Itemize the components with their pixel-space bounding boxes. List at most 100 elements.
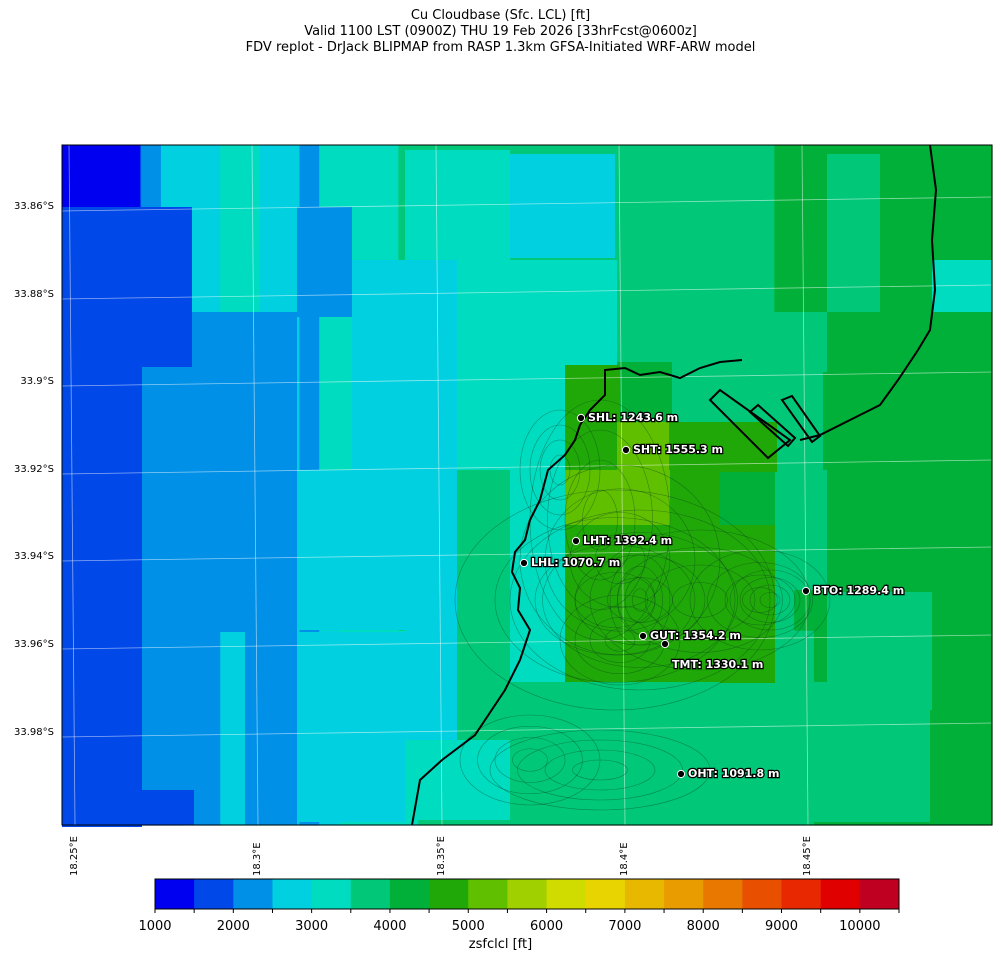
heatmap-cell <box>358 145 380 243</box>
station-marker-oht <box>676 769 686 779</box>
longitude-label: 18.25°E <box>69 836 80 876</box>
harbour-outline <box>748 403 797 448</box>
heatmap-cell <box>457 370 565 470</box>
colorbar-tick-label: 4000 <box>373 919 407 934</box>
station-marker-lht <box>571 536 581 546</box>
colorbar-tick-label: 10000 <box>839 919 881 934</box>
heatmap-cell <box>695 145 716 243</box>
station-label-lht: LHT: 1392.4 m <box>583 534 672 547</box>
heatmap-cell <box>510 154 615 258</box>
heatmap-cell <box>932 727 954 826</box>
colorbar-tick-label: 8000 <box>686 919 720 934</box>
terrain-contour <box>582 489 618 551</box>
latitude-label: 33.88°S <box>14 289 54 300</box>
heatmap-cell <box>827 590 932 710</box>
terrain-contour <box>632 588 648 612</box>
station-marker-bto <box>801 586 811 596</box>
heatmap-cell <box>734 145 756 243</box>
station-marker-lhl <box>519 558 529 568</box>
map-frame <box>61 144 993 826</box>
latitude-label: 33.96°S <box>14 639 54 650</box>
terrain-contour <box>589 617 651 663</box>
terrain-contour <box>512 748 548 772</box>
terrain-contour <box>509 509 771 691</box>
harbour-outline <box>780 394 822 444</box>
longitude-label: 18.35°E <box>436 836 447 876</box>
terrain-contour <box>494 517 736 683</box>
terrain-contour <box>749 584 791 616</box>
terrain-contour <box>489 729 711 811</box>
latitude-label: 33.9°S <box>20 376 54 387</box>
colorbar-tick-label: 1000 <box>138 919 172 934</box>
terrain-contour <box>724 574 796 626</box>
terrain-contour <box>569 512 671 608</box>
station-label-lhl: LHL: 1070.7 m <box>531 556 620 569</box>
longitude-gridline <box>801 144 809 826</box>
terrain-contour <box>672 582 728 618</box>
heatmap-cell <box>142 430 197 790</box>
longitude-gridline <box>251 144 259 826</box>
terrain-contour <box>559 594 681 686</box>
coastline-path <box>411 359 743 826</box>
terrain-contour <box>544 488 696 632</box>
station-marker-tmt <box>660 639 670 649</box>
longitude-gridline <box>68 144 76 826</box>
harbour-outline <box>708 388 792 460</box>
station-label-bto: BTO: 1289.4 m <box>813 584 904 597</box>
chart-subtitle-model: FDV replot - DrJack BLIPMAP from RASP 1.… <box>245 40 756 55</box>
station-label-sht: SHT: 1555.3 m <box>633 443 723 456</box>
terrain-contour <box>604 628 636 652</box>
terrain-contour <box>617 547 783 653</box>
heatmap-cell <box>297 632 405 822</box>
terrain-contour <box>454 489 776 711</box>
longitude-label: 18.4°E <box>619 842 630 876</box>
station-label-oht: OHT: 1091.8 m <box>688 767 779 780</box>
heatmap-cell <box>319 339 340 438</box>
station-label-tmt: TMT: 1330.1 m <box>672 658 763 671</box>
terrain-contour <box>519 464 721 656</box>
heatmap-cell <box>352 260 457 475</box>
colorbar-tick-label: 9000 <box>764 919 799 934</box>
heatmap-cell <box>880 154 992 260</box>
terrain-contour <box>519 409 601 531</box>
terrain-contour <box>607 577 673 623</box>
longitude-label: 18.3°E <box>252 842 263 876</box>
heatmap-cell <box>259 145 281 243</box>
heatmap-cells <box>62 145 993 827</box>
chart-subtitle-valid-time: Valid 1100 LST (0900Z) THU 19 Feb 2026 [… <box>304 24 697 39</box>
heatmap-cell <box>794 145 815 243</box>
heatmap-cell <box>405 470 457 740</box>
heatmap-cell <box>668 470 720 525</box>
latitude-label: 33.94°S <box>14 551 54 562</box>
latitude-label: 33.86°S <box>14 201 54 212</box>
terrain-contour <box>494 737 566 783</box>
heatmap-cell <box>378 145 399 243</box>
heatmap-cell <box>299 339 320 438</box>
latitude-gridline <box>61 371 993 387</box>
terrain-contour <box>739 577 801 623</box>
colorbar-label: zsfclcl [ft] <box>468 937 533 952</box>
terrain-contour <box>547 429 653 611</box>
coastline <box>411 144 938 826</box>
heatmap-cell <box>714 145 736 243</box>
terrain-contour <box>572 759 628 781</box>
terrain-contour <box>517 739 683 801</box>
station-marker-sht <box>621 445 631 455</box>
heatmap-cell <box>220 630 241 729</box>
heatmap-cell <box>754 145 775 243</box>
heatmap-cell <box>62 367 142 827</box>
heatmap-cell <box>774 145 795 243</box>
heatmap-cell <box>142 790 194 825</box>
longitude-label: 18.45°E <box>802 836 813 876</box>
terrain-contour <box>729 569 811 631</box>
terrain-contour <box>742 587 778 613</box>
terrain-contour <box>529 424 591 516</box>
colorbar-tick-label: 6000 <box>530 919 564 934</box>
terrain-contour <box>609 554 671 646</box>
colorbar-tick-label: 5000 <box>451 919 485 934</box>
heatmap-cell <box>62 207 192 367</box>
heatmap-cell <box>952 727 973 826</box>
heatmap-cell <box>220 727 241 826</box>
colorbar-tick-label: 2000 <box>216 919 250 934</box>
